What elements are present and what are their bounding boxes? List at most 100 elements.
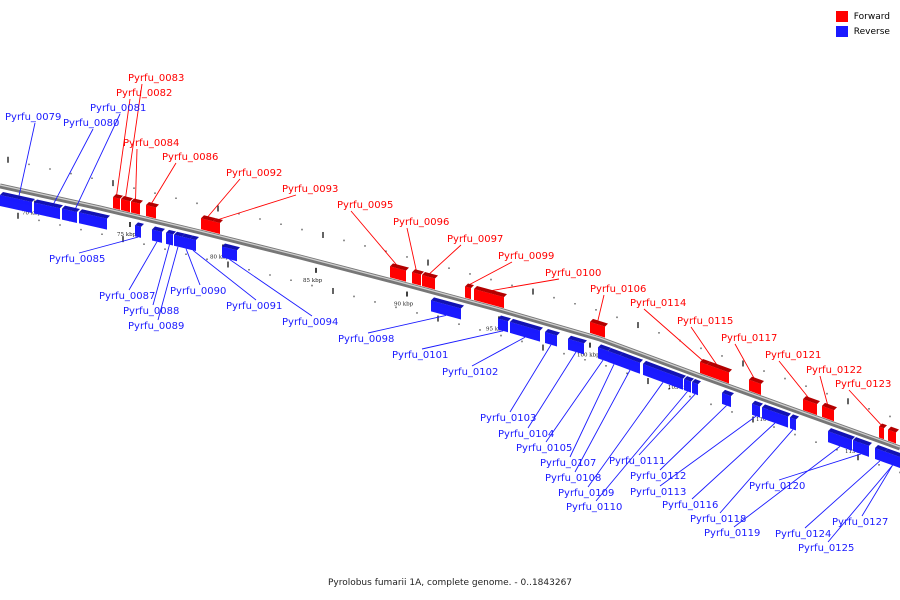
reverse-gene	[885, 448, 900, 468]
gene-top	[803, 396, 820, 405]
gene-label: Pyrfu_0124	[775, 529, 831, 540]
gene-top	[166, 229, 176, 235]
gene-body	[879, 426, 884, 440]
gene-body	[79, 212, 107, 230]
gene-label: Pyrfu_0115	[677, 316, 733, 327]
gene-body	[803, 399, 817, 416]
gene-top	[749, 376, 764, 384]
gene-body	[822, 405, 834, 422]
forward-gene	[201, 215, 216, 233]
genome-caption: Pyrolobus fumarii 1A, complete genome. -…	[327, 578, 573, 588]
scale-label: 95 kbp	[486, 326, 506, 332]
gene-label: Pyrfu_0095	[337, 200, 393, 211]
reverse-gene	[62, 205, 80, 223]
leader-line	[69, 113, 121, 222]
gene-label: Pyrfu_0099	[498, 251, 554, 262]
scale-label: 70 kbp	[22, 211, 42, 217]
gene-highlight	[885, 451, 900, 461]
gene-top	[135, 222, 144, 227]
gene-top	[152, 226, 165, 232]
forward-gene	[465, 283, 474, 300]
gene-body	[684, 379, 691, 393]
gene-top	[885, 448, 900, 457]
gene-body	[762, 407, 788, 428]
gene-label: Pyrfu_0102	[442, 367, 498, 378]
leader-line	[46, 128, 94, 217]
gene-highlight	[465, 286, 471, 293]
gene-label: Pyrfu_0101	[392, 350, 448, 361]
forward-gene	[390, 263, 409, 282]
gene-label: Pyrfu_0111	[609, 456, 665, 467]
gene-top	[853, 437, 872, 446]
reverse-gene	[722, 389, 734, 408]
leader-line	[509, 344, 552, 413]
legend-forward-label: Forward	[853, 11, 890, 22]
gene-body	[590, 321, 605, 338]
reverse-gene	[182, 233, 193, 250]
reverse-gene	[568, 335, 587, 355]
forward-gene	[888, 426, 899, 444]
reverse-gene	[222, 243, 240, 262]
leader-line	[778, 360, 811, 400]
gene-highlight	[620, 355, 640, 367]
leader-line	[819, 375, 829, 407]
gene-body	[174, 234, 182, 248]
leader-line	[421, 330, 504, 350]
forward-gene	[590, 318, 608, 338]
gene-label: Pyrfu_0104	[498, 429, 554, 440]
gene-body	[390, 266, 406, 282]
gene-highlight	[707, 364, 729, 377]
gene-top	[465, 283, 474, 289]
forward-gene	[422, 271, 438, 290]
gene-highlight	[749, 379, 761, 388]
reverse-gene	[79, 209, 110, 230]
gene-highlight	[498, 318, 508, 326]
gene-body	[545, 332, 557, 347]
gene-label: Pyrfu_0105	[516, 443, 572, 454]
forward-gene	[822, 402, 837, 422]
gene-highlight	[113, 197, 120, 203]
gene-body	[498, 318, 508, 333]
gene-label: Pyrfu_0084	[123, 138, 179, 149]
gene-highlight	[201, 218, 213, 226]
reverse-gene	[0, 192, 35, 214]
reverse-gene	[34, 199, 63, 220]
leader-line	[595, 391, 688, 502]
gene-highlight	[146, 205, 156, 212]
gene-label: Pyrfu_0094	[282, 317, 338, 328]
gene-label: Pyrfu_0113	[630, 487, 686, 498]
gene-label: Pyrfu_0092	[226, 168, 282, 179]
gene-top	[222, 243, 240, 251]
gene-body	[888, 429, 896, 444]
gene-highlight	[412, 272, 421, 279]
gene-highlight	[545, 332, 557, 340]
gene-highlight	[131, 201, 140, 208]
gene-body	[692, 382, 698, 396]
gene-highlight	[608, 350, 620, 360]
gene-top	[498, 315, 511, 322]
gene-highlight	[853, 440, 869, 450]
gene-highlight	[222, 246, 237, 255]
gene-label: Pyrfu_0122	[806, 365, 862, 376]
forward-gene	[146, 202, 159, 219]
gene-label: Pyrfu_0121	[765, 350, 821, 361]
gene-body	[620, 355, 640, 374]
forward-gene	[213, 218, 223, 234]
reverse-gene	[620, 352, 643, 374]
gene-body	[0, 195, 32, 214]
reverse-gene	[152, 226, 165, 243]
gene-top	[828, 428, 855, 440]
gene-top	[390, 263, 409, 271]
gene-top	[0, 192, 35, 203]
gene-highlight	[431, 300, 461, 313]
gene-body	[182, 236, 190, 250]
gene-highlight	[390, 266, 406, 275]
gene-label: Pyrfu_0085	[49, 254, 105, 265]
gene-body	[749, 379, 761, 395]
gene-label: Pyrfu_0107	[540, 458, 596, 469]
reverse-gene	[643, 360, 686, 390]
leader-line	[690, 326, 719, 367]
gene-top	[174, 231, 185, 237]
gene-highlight	[510, 321, 540, 335]
gene-top	[201, 215, 216, 222]
